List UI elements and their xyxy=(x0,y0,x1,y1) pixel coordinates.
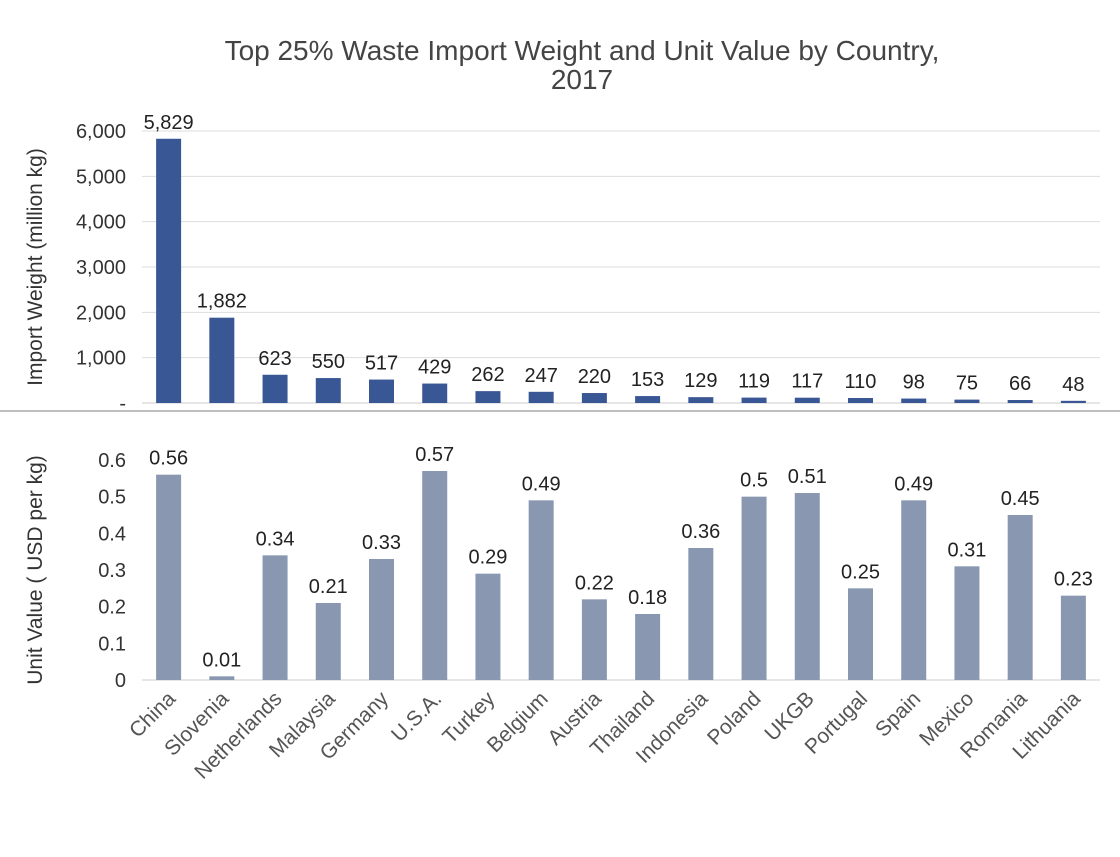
unit-value-data-label: 0.57 xyxy=(415,444,454,466)
unit-value-bar-mexico xyxy=(954,566,980,680)
weight-data-label: 262 xyxy=(471,364,504,386)
unit-value-data-label: 0.31 xyxy=(947,539,986,561)
chart-title: Top 25% Waste Import Weight and Unit Val… xyxy=(225,35,940,66)
unit-value-ytick-label: 0.4 xyxy=(98,523,126,545)
weight-bar-ukgb xyxy=(794,397,820,403)
unit-value-data-label: 0.23 xyxy=(1054,569,1093,591)
weight-data-label: 429 xyxy=(418,357,451,379)
weight-data-label: 153 xyxy=(631,369,664,391)
weight-y-axis-label: Import Weight (million kg) xyxy=(24,148,47,386)
weight-data-label: 119 xyxy=(738,371,770,393)
weight-data-label: 117 xyxy=(791,371,823,393)
unit-value-ytick-label: 0.1 xyxy=(98,633,126,655)
weight-bar-malaysia xyxy=(315,378,341,403)
unit-value-bar-belgium xyxy=(528,500,554,680)
unit-value-bar-slovenia xyxy=(209,676,235,680)
weight-data-label: 247 xyxy=(524,365,557,387)
unit-value-data-label: 0.5 xyxy=(740,470,768,492)
weight-data-label: 98 xyxy=(903,372,925,394)
unit-value-ytick-label: 0 xyxy=(115,670,126,692)
weight-data-label: 75 xyxy=(956,373,978,395)
unit-value-bar-malaysia xyxy=(315,603,341,680)
weight-data-label: 129 xyxy=(684,370,717,392)
weight-data-label: 66 xyxy=(1009,373,1031,395)
unit-value-data-label: 0.34 xyxy=(256,528,295,550)
weight-bar-indonesia xyxy=(688,397,714,403)
weight-ytick-label: 5,000 xyxy=(76,166,126,188)
unit-value-data-label: 0.49 xyxy=(522,473,561,495)
unit-value-data-label: 0.36 xyxy=(681,521,720,543)
weight-bar-china xyxy=(156,138,182,403)
weight-ytick-label: 1,000 xyxy=(76,348,126,370)
unit-value-bar-portugal xyxy=(848,588,873,680)
unit-value-data-label: 0.29 xyxy=(468,547,507,569)
category-label: Poland xyxy=(703,687,766,750)
weight-bar-spain xyxy=(901,398,927,403)
weight-ytick-label: 2,000 xyxy=(76,302,126,324)
weight-bar-poland xyxy=(741,397,767,403)
unit-value-bar-germany xyxy=(369,559,394,680)
weight-bar-mexico xyxy=(954,399,980,403)
unit-value-ytick-label: 0.5 xyxy=(98,487,126,509)
category-axis: ChinaSloveniaNetherlandsMalaysiaGermanyU… xyxy=(125,687,1085,784)
unit-value-bar-romania xyxy=(1007,515,1033,680)
unit-value-bar-ukgb xyxy=(794,493,820,680)
unit-value-data-label: 0.22 xyxy=(575,572,614,594)
unit-value-data-label: 0.25 xyxy=(841,561,880,583)
weight-bar-slovenia xyxy=(209,317,235,403)
weight-data-label: 220 xyxy=(578,366,611,388)
category-label: U.S.A. xyxy=(387,687,446,746)
weight-bar-turkey xyxy=(475,391,501,403)
unit-value-bar-netherlands xyxy=(262,555,288,680)
unit-value-bar-turkey xyxy=(475,573,501,680)
unit-value-bar-austria xyxy=(581,599,607,680)
unit-value-data-label: 0.51 xyxy=(788,466,827,488)
unit-value-ytick-label: 0.2 xyxy=(98,597,126,619)
unit-value-bar-usa xyxy=(422,471,448,680)
weight-bar-usa xyxy=(422,383,448,403)
unit-value-bar-lithuania xyxy=(1060,595,1086,680)
unit-value-panel: 0 0.1 0.2 0.3 0.4 0.5 0.6 Unit Value ( USD per … xyxy=(24,444,1100,692)
weight-bar-austria xyxy=(581,393,607,403)
unit-value-bar-thailand xyxy=(635,614,661,680)
unit-value-bar-china xyxy=(156,474,182,680)
unit-value-ytick-label: 0.6 xyxy=(98,450,126,472)
weight-ytick-label: 6,000 xyxy=(76,121,126,143)
unit-value-data-label: 0.56 xyxy=(149,448,188,470)
weight-ytick-label: - xyxy=(119,393,126,415)
unit-value-ytick-label: 0.3 xyxy=(98,560,126,582)
weight-data-label: 5,829 xyxy=(144,112,194,134)
unit-value-data-label: 0.49 xyxy=(894,473,933,495)
weight-data-label: 110 xyxy=(845,371,877,393)
unit-value-data-label: 0.33 xyxy=(362,532,401,554)
weight-data-label: 623 xyxy=(258,348,291,370)
weight-bar-portugal xyxy=(848,398,873,403)
weight-panel: - 1,000 2,000 3,000 4,000 5,000 6,000 Import We… xyxy=(24,112,1100,415)
weight-bar-netherlands xyxy=(262,374,288,403)
weight-data-label: 48 xyxy=(1062,374,1084,396)
unit-value-data-label: 0.21 xyxy=(309,576,348,598)
unit-value-data-label: 0.01 xyxy=(202,649,241,671)
unit-value-bar-poland xyxy=(741,496,767,680)
weight-bar-thailand xyxy=(635,396,661,403)
weight-bar-romania xyxy=(1007,400,1033,403)
weight-data-label: 550 xyxy=(312,351,345,373)
unit-value-bar-indonesia xyxy=(688,548,714,680)
chart-title-line2: 2017 xyxy=(551,64,613,95)
weight-bar-lithuania xyxy=(1060,400,1086,403)
weight-data-label: 517 xyxy=(365,353,398,375)
unit-value-y-axis-label: Unit Value ( USD per kg) xyxy=(24,455,47,685)
unit-value-data-label: 0.45 xyxy=(1001,488,1040,510)
weight-data-label: 1,882 xyxy=(197,291,247,313)
unit-value-bar-spain xyxy=(901,500,927,680)
weight-ytick-label: 4,000 xyxy=(76,212,126,234)
weight-bar-belgium xyxy=(528,391,554,403)
weight-bar-germany xyxy=(369,379,394,403)
unit-value-data-label: 0.18 xyxy=(628,587,667,609)
weight-ytick-label: 3,000 xyxy=(76,257,126,279)
